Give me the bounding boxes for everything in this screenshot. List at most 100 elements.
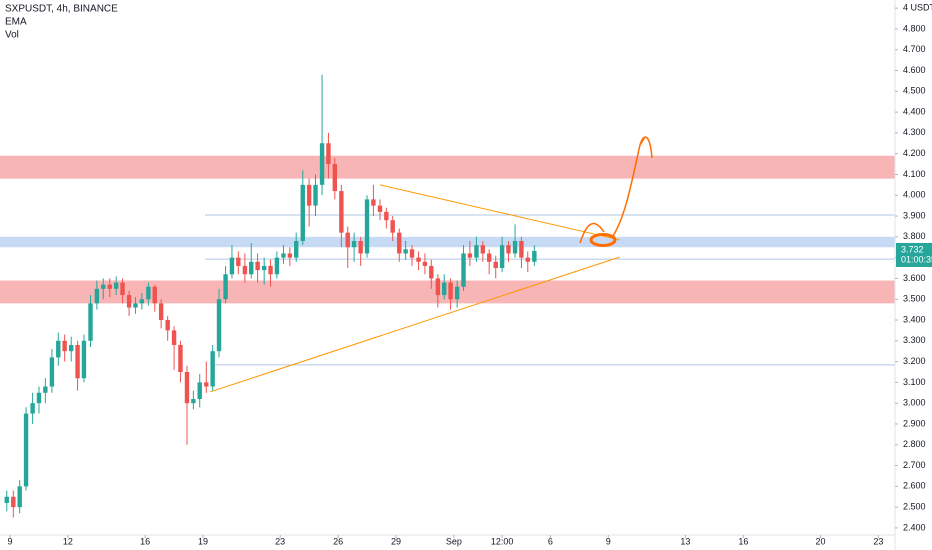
y-tick-label: 3.900 <box>903 210 926 220</box>
candle-body <box>377 205 383 212</box>
x-tick-label: 20 <box>816 536 826 546</box>
trend-line <box>209 256 620 393</box>
x-tick-label: 23 <box>275 536 285 546</box>
y-tick-label: 3.300 <box>903 335 926 345</box>
candle-body <box>229 257 235 275</box>
annotation-arrow <box>579 222 605 244</box>
zone <box>0 155 895 179</box>
candle-body <box>326 143 331 165</box>
y-tick-label: 4.000 <box>903 190 926 200</box>
candle-body <box>81 340 87 379</box>
y-tick-label: 2.900 <box>903 418 926 428</box>
candle-body <box>94 288 100 304</box>
price-tag <box>896 242 932 267</box>
candle-body <box>371 199 376 206</box>
trend-line <box>379 184 620 241</box>
y-tick-label: 3.400 <box>903 314 926 324</box>
x-tick-label: 13 <box>680 536 690 546</box>
candle-body <box>165 320 170 331</box>
candle-body <box>120 282 125 296</box>
y-tick-label: 2.500 <box>903 502 926 512</box>
candle-body <box>36 392 42 404</box>
candle-body <box>184 371 190 404</box>
candle-body <box>429 265 434 279</box>
candle-body <box>281 253 286 258</box>
candle-body <box>113 282 119 289</box>
candle-body <box>17 486 22 508</box>
chart-title: SXPUSDT, 4h, BINANCE <box>5 4 118 15</box>
candle-body <box>351 240 357 248</box>
candle-body <box>454 286 460 300</box>
candle-body <box>152 286 157 304</box>
x-tick-label: 12 <box>63 536 73 546</box>
indicator-label: Vol <box>5 30 19 41</box>
candle-body <box>62 340 67 352</box>
candle-body <box>287 253 293 258</box>
x-tick-label: 16 <box>738 536 748 546</box>
x-tick-label: 16 <box>140 536 150 546</box>
candle-body <box>519 240 524 258</box>
candle-body <box>261 265 267 271</box>
y-tick-label: 3.000 <box>903 398 926 408</box>
candle-body <box>306 184 312 206</box>
candle-body <box>403 249 408 254</box>
zone <box>0 280 895 304</box>
x-tick-label: 23 <box>873 536 883 546</box>
x-tick-label: 9 <box>606 536 611 546</box>
candle-body <box>493 261 498 269</box>
candle-body <box>146 286 151 300</box>
candle-body <box>345 232 350 248</box>
candle-body <box>358 240 363 254</box>
candle-body <box>294 240 299 258</box>
candle-body <box>69 344 74 352</box>
candle-body <box>409 249 415 258</box>
candle-body <box>467 253 473 258</box>
candle-body <box>216 299 222 352</box>
candle-body <box>171 330 177 345</box>
y-tick-label: 4.200 <box>903 148 926 158</box>
candle-body <box>236 257 241 266</box>
candle-body <box>204 382 209 387</box>
y-tick-label: 3.100 <box>903 377 926 387</box>
annotation-arrow <box>612 136 653 237</box>
candle-body <box>486 253 492 262</box>
candle-body <box>197 382 202 400</box>
candle-body <box>56 340 61 358</box>
candle-body <box>474 245 479 258</box>
candle-body <box>422 261 428 266</box>
candle-body <box>435 278 441 296</box>
candle-body <box>274 257 280 275</box>
candle-body <box>75 344 80 379</box>
y-tick-label: 4 USDT <box>903 2 932 12</box>
x-tick-label: 6 <box>548 536 553 546</box>
y-tick-label: 2.700 <box>903 460 926 470</box>
y-tick-label: 2.400 <box>903 522 926 532</box>
y-tick-label: 4.800 <box>903 23 926 33</box>
candle-body <box>364 199 370 254</box>
price-tag-value: 3.732 <box>901 244 924 254</box>
zone <box>0 236 895 248</box>
y-tick-label: 2.600 <box>903 481 926 491</box>
candle-body <box>339 191 344 233</box>
y-tick-label: 4.700 <box>903 44 926 54</box>
x-tick-label: 9 <box>8 536 13 546</box>
candle-body <box>319 143 325 185</box>
candle-body <box>30 403 35 414</box>
indicator-label: EMA <box>5 17 27 28</box>
candle-body <box>4 496 9 503</box>
y-tick-label: 3.600 <box>903 273 926 283</box>
x-tick-label: 12:00 <box>491 536 514 546</box>
candle-body <box>390 220 395 233</box>
candle-body <box>133 303 138 308</box>
candle-body <box>11 496 16 508</box>
candle-body <box>397 232 402 254</box>
candle-body <box>158 303 164 321</box>
x-tick-label: 19 <box>198 536 208 546</box>
candle-body <box>525 257 530 262</box>
candle-body <box>461 253 466 287</box>
plot-area <box>0 74 895 518</box>
candle-body <box>223 274 228 300</box>
candle-body <box>480 245 486 254</box>
